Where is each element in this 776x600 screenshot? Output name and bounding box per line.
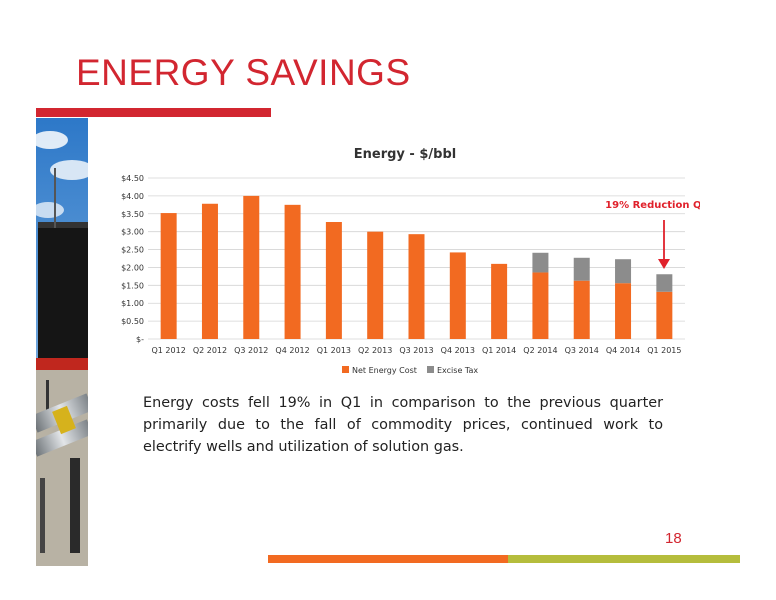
- y-tick-label: $4.00: [121, 192, 144, 201]
- bar-net-energy-cost: [573, 280, 590, 339]
- bar-net-energy-cost: [532, 272, 549, 339]
- x-tick-label: Q2 2014: [523, 346, 557, 355]
- legend-label-excise-tax: Excise Tax: [437, 366, 478, 375]
- bar-net-energy-cost: [408, 234, 425, 339]
- page-title: ENERGY SAVINGS: [76, 52, 411, 93]
- chart-annotation: 19% Reduction QoQ: [605, 200, 700, 269]
- footer-bar-green: [508, 555, 740, 563]
- legend-swatch-net-energy: [342, 366, 349, 373]
- bar-excise-tax: [615, 259, 632, 284]
- bar-net-energy-cost: [325, 222, 342, 339]
- bar-net-energy-cost: [449, 252, 466, 339]
- oilfield-photo: [36, 118, 88, 566]
- bar-net-energy-cost: [367, 231, 384, 339]
- bar-net-energy-cost: [656, 291, 673, 339]
- y-tick-label: $4.50: [121, 174, 144, 183]
- x-tick-label: Q1 2015: [647, 346, 681, 355]
- y-tick-label: $3.00: [121, 228, 144, 237]
- energy-chart: Energy - $/bbl $- $0.50 $1.00 $1.50 $2.00 $2.…: [121, 147, 700, 375]
- y-tick-label: $1.00: [121, 299, 144, 308]
- x-axis-ticks: Q1 2012 Q2 2012 Q3 2012 Q4 2012 Q1 2013 Q2 20…: [152, 346, 682, 355]
- x-tick-label: Q4 2012: [275, 346, 309, 355]
- x-tick-label: Q1 2013: [317, 346, 351, 355]
- y-axis-ticks: $- $0.50 $1.00 $1.50 $2.00 $2.50 $3.00 $3.50 $4.…: [121, 174, 144, 344]
- y-tick-label: $-: [136, 335, 144, 344]
- bar-net-energy-cost: [491, 263, 508, 339]
- bar-excise-tax: [656, 274, 673, 292]
- legend-label-net-energy: Net Energy Cost: [352, 366, 417, 375]
- reduction-annotation: 19% Reduction QoQ: [605, 200, 700, 211]
- chart-title: Energy - $/bbl: [354, 147, 456, 162]
- bar-net-energy-cost: [615, 283, 632, 339]
- x-tick-label: Q3 2014: [565, 346, 599, 355]
- x-tick-label: Q1 2012: [152, 346, 186, 355]
- chart-bars: [160, 195, 673, 339]
- bar-net-energy-cost: [160, 213, 177, 339]
- x-tick-label: Q2 2012: [193, 346, 227, 355]
- legend-swatch-excise-tax: [427, 366, 434, 373]
- x-tick-label: Q1 2014: [482, 346, 516, 355]
- page-number: 18: [665, 530, 682, 547]
- x-tick-label: Q4 2014: [606, 346, 640, 355]
- x-tick-label: Q3 2012: [234, 346, 268, 355]
- x-tick-label: Q4 2013: [441, 346, 475, 355]
- footer-bar-orange: [268, 555, 508, 563]
- x-tick-label: Q2 2013: [358, 346, 392, 355]
- title-underline: [36, 108, 271, 117]
- bar-net-energy-cost: [284, 204, 301, 339]
- bar-net-energy-cost: [243, 195, 260, 339]
- y-tick-label: $2.50: [121, 246, 144, 255]
- y-tick-label: $1.50: [121, 281, 144, 290]
- bar-excise-tax: [573, 257, 590, 281]
- y-tick-label: $0.50: [121, 317, 144, 326]
- bar-net-energy-cost: [201, 203, 218, 339]
- y-tick-label: $2.00: [121, 263, 144, 272]
- body-paragraph: Energy costs fell 19% in Q1 in compariso…: [143, 395, 663, 455]
- chart-legend: Net Energy Cost Excise Tax: [342, 366, 478, 375]
- bar-excise-tax: [532, 252, 549, 273]
- annotation-arrowhead: [658, 259, 670, 269]
- y-tick-label: $3.50: [121, 210, 144, 219]
- x-tick-label: Q3 2013: [399, 346, 433, 355]
